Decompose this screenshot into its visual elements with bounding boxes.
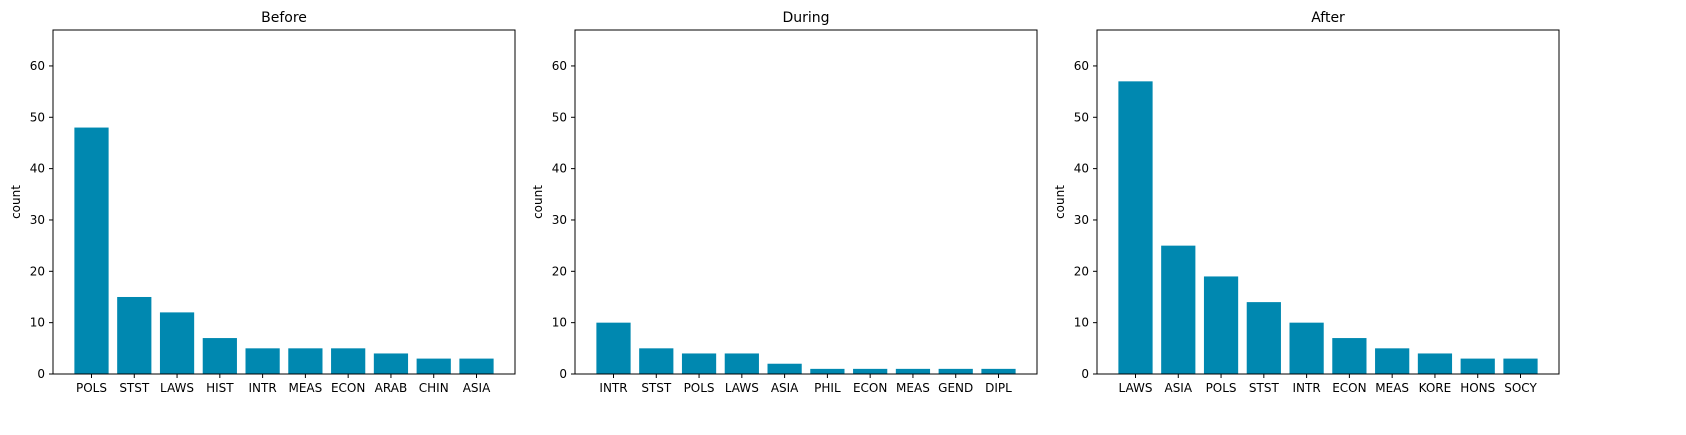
bar-phil — [810, 368, 845, 374]
x-tick-label: ASIA — [771, 381, 799, 395]
bar-intr — [245, 348, 280, 374]
y-tick-label: 10 — [552, 316, 567, 330]
bar-hons — [1460, 358, 1495, 374]
bar-econ — [853, 368, 888, 374]
x-tick-label: STST — [119, 381, 150, 395]
x-tick-label: ECON — [331, 381, 365, 395]
bar-hist — [202, 338, 237, 374]
chart-title: Before — [261, 10, 307, 26]
bar-intr — [1289, 322, 1324, 374]
bar-econ — [331, 348, 366, 374]
bar-meas — [895, 368, 931, 374]
x-tick-label: LAWS — [1119, 381, 1153, 395]
x-tick-label: INTR — [1293, 381, 1321, 395]
y-tick-label: 30 — [30, 213, 45, 227]
x-tick-label: STST — [1249, 381, 1280, 395]
x-tick-label: GEND — [938, 381, 973, 395]
x-tick-label: ARAB — [375, 381, 408, 395]
bar-laws — [159, 312, 195, 374]
bar-socy — [1503, 358, 1538, 374]
bar-stst — [639, 348, 674, 374]
x-tick-label: ASIA — [1164, 381, 1192, 395]
x-tick-label: STST — [641, 381, 672, 395]
x-tick-label: INTR — [599, 381, 627, 395]
bar-meas — [288, 348, 323, 374]
y-tick-label: 20 — [552, 264, 567, 278]
bar-meas — [1375, 348, 1410, 374]
x-tick-label: LAWS — [725, 381, 759, 395]
y-axis-label: count — [531, 185, 545, 219]
chart-title: During — [782, 10, 829, 26]
x-tick-label: ASIA — [463, 381, 491, 395]
y-axis-label: count — [9, 185, 23, 219]
y-tick-label: 20 — [1074, 264, 1089, 278]
bar-dipl — [981, 368, 1016, 374]
plot-frame — [52, 29, 516, 375]
x-tick-label: SOCY — [1504, 381, 1537, 395]
chart-title: After — [1311, 10, 1345, 26]
x-tick-label: POLS — [76, 381, 107, 395]
chart-panel-2: After count 0 10 20 30 40 50 60 LAWS ASIA POLS STST I… — [1053, 10, 1560, 395]
bar-asia — [459, 358, 494, 374]
bar-gend — [938, 368, 973, 374]
y-tick-label: 40 — [552, 162, 567, 176]
bar-intr — [596, 322, 631, 374]
x-tick-label: MEAS — [896, 381, 930, 395]
y-tick-label: 40 — [30, 162, 45, 176]
x-tick-label: POLS — [684, 381, 715, 395]
y-tick-label: 0 — [1081, 367, 1089, 381]
bar-asia — [767, 363, 802, 374]
bar-laws — [1118, 81, 1153, 374]
y-tick-label: 10 — [1074, 316, 1089, 330]
y-tick-label: 50 — [30, 110, 45, 124]
y-axis-label: count — [1053, 185, 1067, 219]
x-tick-label: CHIN — [419, 381, 449, 395]
bar-econ — [1332, 338, 1367, 374]
bar-kore — [1417, 353, 1453, 374]
y-tick-label: 0 — [37, 367, 45, 381]
bar-laws — [724, 353, 759, 374]
y-tick-label: 50 — [1074, 110, 1089, 124]
x-tick-label: ECON — [853, 381, 887, 395]
x-tick-label: POLS — [1206, 381, 1237, 395]
y-tick-label: 20 — [30, 264, 45, 278]
chart-panel-1: During count 0 10 20 30 40 50 60 INTR STST POLS LAWS… — [531, 10, 1038, 395]
x-tick-label: MEAS — [1375, 381, 1409, 395]
y-tick-label: 60 — [30, 59, 45, 73]
y-tick-label: 50 — [552, 110, 567, 124]
y-tick-label: 60 — [1074, 59, 1089, 73]
y-tick-label: 30 — [1074, 213, 1089, 227]
x-tick-label: ECON — [1332, 381, 1366, 395]
bar-stst — [117, 296, 152, 374]
plot-frame — [1096, 29, 1560, 375]
bar-chin — [416, 358, 451, 374]
y-tick-label: 10 — [30, 316, 45, 330]
x-tick-label: HIST — [206, 381, 234, 395]
x-tick-label: HONS — [1460, 381, 1495, 395]
bar-arab — [373, 353, 409, 374]
bar-asia — [1161, 245, 1196, 374]
bar-pols — [74, 127, 109, 374]
y-tick-label: 60 — [552, 59, 567, 73]
bar-stst — [1246, 302, 1281, 374]
x-tick-label: INTR — [249, 381, 277, 395]
y-tick-label: 40 — [1074, 162, 1089, 176]
chart-panel-0: Before count 0 10 20 30 40 50 60 POLS STST LAWS HIST… — [9, 10, 516, 395]
bar-pols — [681, 353, 717, 374]
x-tick-label: MEAS — [289, 381, 323, 395]
plot-frame — [574, 29, 1038, 375]
y-tick-label: 30 — [552, 213, 567, 227]
x-tick-label: PHIL — [814, 381, 841, 395]
x-tick-label: LAWS — [160, 381, 194, 395]
x-tick-label: KORE — [1419, 381, 1452, 395]
x-tick-label: DIPL — [985, 381, 1012, 395]
bar-pols — [1203, 276, 1239, 374]
y-tick-label: 0 — [559, 367, 567, 381]
